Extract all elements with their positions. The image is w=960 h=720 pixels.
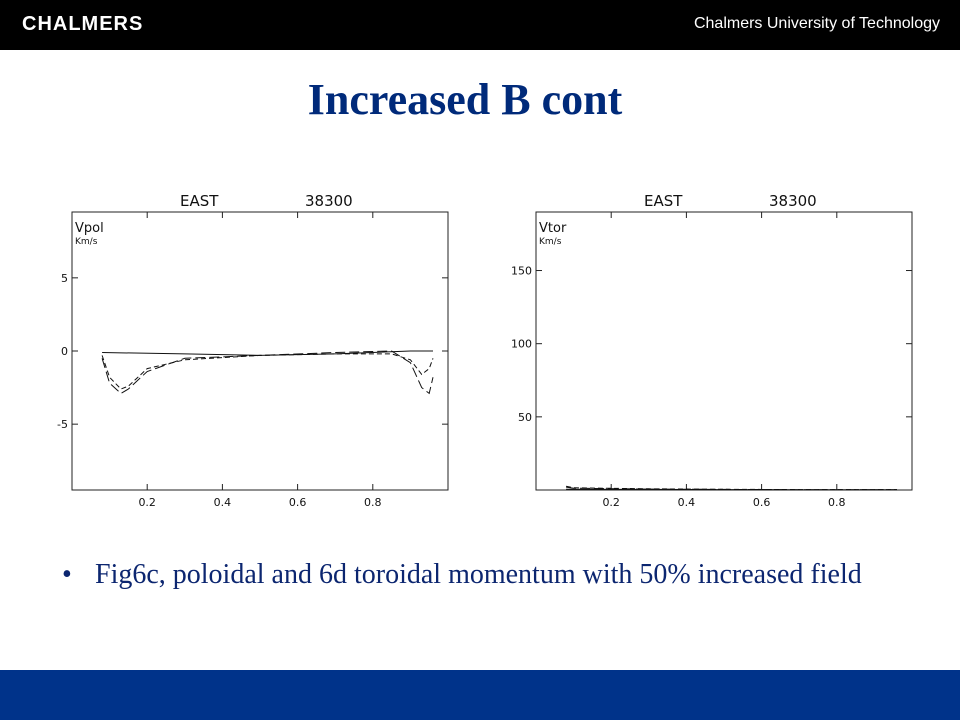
- chart-1-panel-label: Vpol: [75, 221, 104, 236]
- bullet-text: Fig6c, poloidal and 6d toroidal momentum…: [95, 559, 862, 590]
- chart-2-x-tick-label: 0.8: [828, 496, 846, 509]
- chart-1-x-tick-label: 0.8: [364, 496, 382, 509]
- chart-2-panel-label: Vtor: [539, 221, 567, 236]
- chart-1-x-tick-label: 0.2: [138, 496, 156, 509]
- chart-2-header-right: 38300: [769, 192, 817, 210]
- bullet-marker: •: [62, 559, 72, 590]
- chart-2-y-tick-label: 50: [518, 411, 532, 424]
- chart-2-y-tick-label: 100: [511, 338, 532, 351]
- chart-1-header-right: 38300: [305, 192, 353, 210]
- chart-2-x-tick-label: 0.2: [602, 496, 620, 509]
- chart-2-unit-label: Km/s: [539, 237, 562, 247]
- chart-2-frame: [535, 211, 913, 491]
- chart-2-x-tick-label: 0.4: [678, 496, 696, 509]
- chart-1-unit-label: Km/s: [75, 237, 98, 247]
- chart-1-series-2-line: [101, 353, 434, 390]
- chart-2-y-tick-label: 150: [511, 265, 532, 278]
- chart-1-y-tick-label: -5: [57, 418, 68, 431]
- header-bar: CHALMERS Chalmers University of Technolo…: [0, 0, 960, 50]
- chart-2-header-left: EAST: [644, 192, 683, 210]
- chart-2-series-3-line: [566, 486, 897, 491]
- chart-1-series-3-line: [101, 350, 434, 395]
- footer-bar: [0, 670, 960, 720]
- slide-title: Increased B cont: [307, 75, 623, 124]
- chart-2-x-tick-label: 0.6: [753, 496, 771, 509]
- institution-name: Chalmers University of Technology: [693, 15, 940, 32]
- chart-1-x-tick-label: 0.6: [289, 496, 307, 509]
- chart-1-header-left: EAST: [180, 192, 219, 210]
- chart-1-y-tick-label: 0: [61, 345, 68, 358]
- chart-1-x-tick-label: 0.4: [214, 496, 232, 509]
- chart-1-y-tick-label: 5: [61, 272, 68, 285]
- chalmers-logo: CHALMERS: [22, 13, 144, 35]
